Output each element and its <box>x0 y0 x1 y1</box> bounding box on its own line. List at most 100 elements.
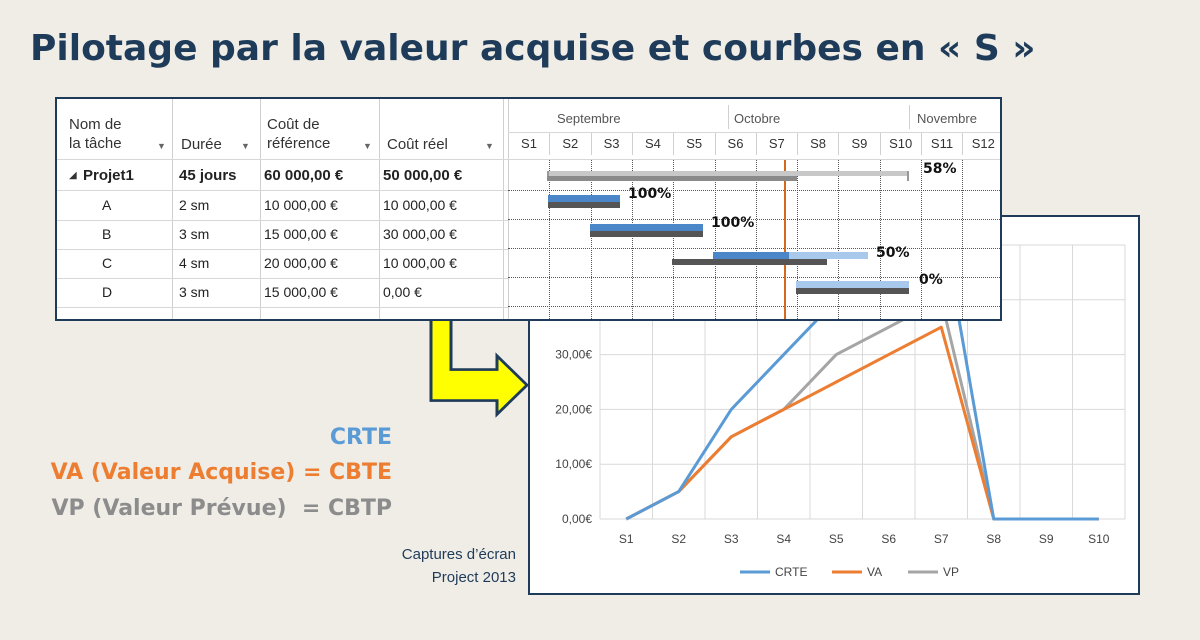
task-bar[interactable] <box>590 224 703 231</box>
task-actual-cost[interactable]: 0,00 € <box>383 284 422 300</box>
week-divider <box>549 133 551 155</box>
month-divider <box>728 105 729 129</box>
task-bar[interactable] <box>796 281 909 288</box>
percent-complete: 0% <box>919 272 943 288</box>
header-baseline-cost[interactable]: Coût de référence <box>267 116 331 152</box>
week-label: S5 <box>686 136 703 151</box>
week-label: S6 <box>727 136 744 151</box>
week-label: S4 <box>644 136 661 151</box>
week-gridline <box>673 160 675 319</box>
month-label: Septembre <box>557 111 621 126</box>
month-divider <box>909 105 910 129</box>
baseline-bar[interactable] <box>672 259 827 265</box>
week-gridline <box>590 160 592 319</box>
collapse-triangle-icon[interactable]: ◢ <box>69 170 77 181</box>
x-tick-label: S7 <box>934 532 949 546</box>
summary-bracket <box>907 171 909 181</box>
week-label: S7 <box>768 136 785 151</box>
task-name[interactable]: C <box>102 255 113 271</box>
task-actual-cost[interactable]: 10 000,00 € <box>383 255 457 271</box>
header-duration[interactable]: Durée <box>181 136 222 153</box>
y-tick-label: 30,00€ <box>555 348 592 362</box>
week-label: S9 <box>851 136 868 151</box>
week-label: S10 <box>889 136 913 151</box>
week-gridline <box>714 160 716 319</box>
week-divider <box>590 133 592 155</box>
task-actual-cost[interactable]: 10 000,00 € <box>383 197 457 213</box>
row-divider <box>57 307 508 308</box>
task-bar[interactable] <box>713 252 868 259</box>
column-divider <box>508 99 509 319</box>
row-divider <box>57 220 508 221</box>
row-divider <box>57 278 508 279</box>
dropdown-arrow-icon[interactable]: ▼ <box>241 141 250 151</box>
percent-complete: 50% <box>876 245 910 261</box>
timescale-divider <box>508 159 1000 160</box>
yellow-arrow-icon <box>429 318 530 418</box>
task-name[interactable]: B <box>102 226 112 242</box>
month-label: Octobre <box>734 111 781 126</box>
percent-complete: 58% <box>923 161 957 177</box>
x-tick-label: S5 <box>829 532 844 546</box>
week-label: S3 <box>603 136 620 151</box>
percent-complete: 100% <box>711 215 755 231</box>
week-divider <box>838 133 840 155</box>
week-divider <box>962 133 964 155</box>
task-name[interactable]: D <box>102 284 113 300</box>
row-gridline <box>508 277 1000 278</box>
task-name[interactable]: Projet1 <box>83 167 134 184</box>
week-gridline <box>755 160 757 319</box>
summary-baseline-bar[interactable] <box>547 171 909 176</box>
week-gridline <box>631 160 633 319</box>
status-date-line <box>784 160 786 319</box>
task-baseline-cost[interactable]: 60 000,00 € <box>264 167 344 184</box>
header-task-name[interactable]: Nom de la tâche <box>69 116 122 152</box>
column-divider <box>503 99 504 319</box>
task-bar[interactable] <box>548 195 620 202</box>
x-tick-label: S6 <box>881 532 896 546</box>
baseline-bar[interactable] <box>590 231 703 237</box>
task-duration[interactable]: 45 jours <box>179 167 237 184</box>
task-baseline-cost[interactable]: 15 000,00 € <box>264 226 338 242</box>
task-baseline-cost[interactable]: 15 000,00 € <box>264 284 338 300</box>
x-tick-label: S10 <box>1088 532 1110 546</box>
task-baseline-cost[interactable]: 10 000,00 € <box>264 197 338 213</box>
dropdown-arrow-icon[interactable]: ▼ <box>363 141 372 151</box>
task-duration[interactable]: 2 sm <box>179 197 210 213</box>
dropdown-arrow-icon[interactable]: ▼ <box>485 141 494 151</box>
row-gridline <box>508 219 1000 220</box>
week-divider <box>879 133 881 155</box>
page-title: Pilotage par la valeur acquise et courbe… <box>30 28 1036 69</box>
baseline-bar[interactable] <box>796 288 909 294</box>
task-duration[interactable]: 4 sm <box>179 255 210 271</box>
x-tick-label: S9 <box>1039 532 1054 546</box>
baseline-bar[interactable] <box>548 202 620 208</box>
week-gridline <box>921 160 922 319</box>
gantt-table: Nom de la tâche ▼ Durée ▼ Coût de référe… <box>55 97 1002 321</box>
label-vp: VP (Valeur Prévue) = CBTP <box>51 496 393 521</box>
task-name[interactable]: A <box>102 197 112 213</box>
x-tick-label: S3 <box>724 532 739 546</box>
summary-progress-bar[interactable] <box>547 176 797 181</box>
dropdown-arrow-icon[interactable]: ▼ <box>157 141 166 151</box>
timescale-divider <box>508 132 1000 133</box>
week-label: S8 <box>810 136 827 151</box>
legend-label: VP <box>943 565 959 579</box>
task-duration[interactable]: 3 sm <box>179 226 210 242</box>
task-actual-cost[interactable]: 30 000,00 € <box>383 226 457 242</box>
row-gridline <box>508 306 1000 307</box>
task-duration[interactable]: 3 sm <box>179 284 210 300</box>
header-actual-cost[interactable]: Coût réel <box>387 136 448 153</box>
task-actual-cost[interactable]: 50 000,00 € <box>383 167 463 184</box>
week-divider <box>797 133 799 155</box>
week-gridline <box>879 160 881 319</box>
week-divider <box>714 133 716 155</box>
x-tick-label: S2 <box>671 532 686 546</box>
task-baseline-cost[interactable]: 20 000,00 € <box>264 255 338 271</box>
legend-label: VA <box>867 565 882 579</box>
row-divider <box>57 249 508 250</box>
week-divider <box>631 133 633 155</box>
task-progress-bar[interactable] <box>713 252 789 259</box>
week-divider <box>755 133 757 155</box>
label-va: VA (Valeur Acquise) = CBTE <box>50 460 392 485</box>
